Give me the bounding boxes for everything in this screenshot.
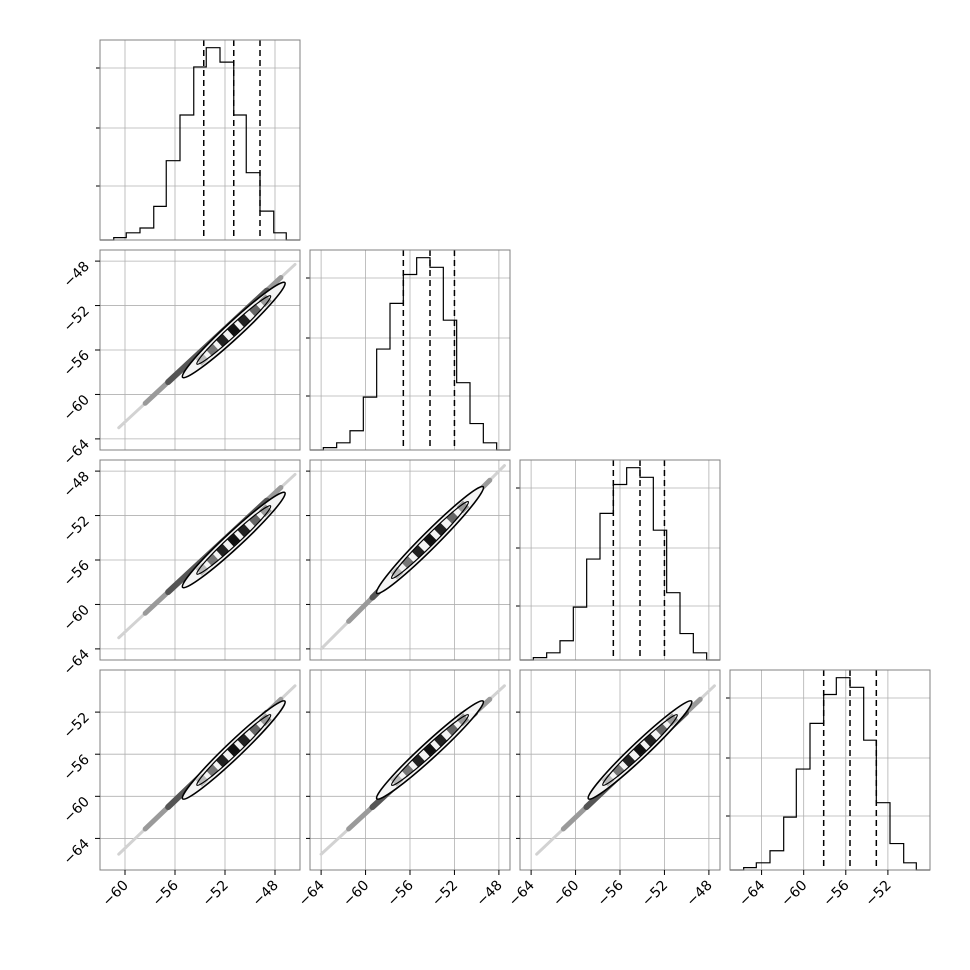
hist-panel-0 [96, 39, 301, 241]
y-tick-label: −52 [61, 710, 93, 742]
panel-frame [729, 669, 931, 871]
pair-panel-2-1 [309, 459, 511, 661]
pair-panel-2-0 [99, 459, 301, 661]
pair-panel-1-0 [99, 249, 301, 451]
x-tick-label: −64 [736, 877, 768, 909]
density-cell [259, 294, 272, 307]
density-cell [195, 773, 209, 787]
density-cell [195, 563, 209, 576]
panel-frame [99, 39, 301, 241]
x-tick-label: −48 [684, 878, 716, 910]
y-tick-label: −56 [61, 752, 93, 784]
y-tick-label: −52 [61, 513, 93, 545]
y-tick-label: −48 [61, 259, 93, 291]
y-tick-label: −64 [61, 836, 93, 868]
y-tick-label: −56 [61, 347, 93, 379]
contour-inner [196, 714, 272, 786]
density-cell [259, 713, 272, 727]
panel-frame [99, 669, 301, 871]
x-tick-label: −52 [863, 878, 895, 910]
contour-inner [196, 295, 272, 365]
x-tick-label: −52 [200, 878, 232, 910]
corner-panels [96, 39, 931, 871]
x-tick-label: −56 [595, 877, 627, 909]
x-tick-label: −52 [429, 878, 461, 910]
y-tick-label: −60 [61, 392, 93, 424]
panel-frame [519, 459, 721, 661]
x-tick-label: −56 [385, 877, 417, 909]
y-tick-label: −56 [61, 557, 93, 589]
y-tick-label: −64 [61, 646, 93, 678]
density-cell [456, 500, 470, 514]
x-tick-label: −56 [150, 877, 182, 909]
pair-panel-3-1 [309, 669, 511, 871]
y-tick-label: −64 [61, 436, 93, 468]
contour-inner [196, 505, 272, 575]
panel-frame [309, 249, 511, 451]
density-cell [390, 773, 404, 787]
contour-inner [390, 500, 470, 580]
y-tick-label: −60 [61, 794, 93, 826]
hist-panel-1 [306, 249, 511, 451]
hist-panel-3 [726, 669, 931, 871]
contour-inner [390, 714, 470, 786]
histogram-step [100, 47, 300, 241]
x-tick-label: −52 [639, 878, 671, 910]
x-tick-label: −60 [778, 878, 810, 910]
x-tick-label: −56 [820, 877, 852, 909]
histogram-step [310, 257, 510, 451]
density-cell [456, 713, 470, 727]
x-tick-label: −48 [250, 878, 282, 910]
pair-panel-3-0 [99, 669, 301, 871]
x-tick-label: −64 [296, 877, 328, 909]
density-cell [195, 353, 209, 366]
y-tick-label: −52 [61, 303, 93, 335]
pair-panel-3-2 [519, 669, 721, 871]
contour-inner [602, 714, 678, 786]
hist-panel-2 [516, 459, 721, 661]
x-tick-label: −64 [506, 877, 538, 909]
density-cell [259, 504, 272, 517]
y-tick-label: −60 [61, 602, 93, 634]
x-tick-label: −60 [340, 878, 372, 910]
x-tick-label: −48 [474, 878, 506, 910]
histogram-step [730, 677, 930, 871]
x-tick-label: −60 [100, 878, 132, 910]
histogram-step [520, 467, 720, 661]
density-cell [601, 773, 615, 787]
y-tick-label: −48 [61, 469, 93, 501]
x-tick-label: −60 [550, 878, 582, 910]
density-cell [665, 713, 679, 727]
